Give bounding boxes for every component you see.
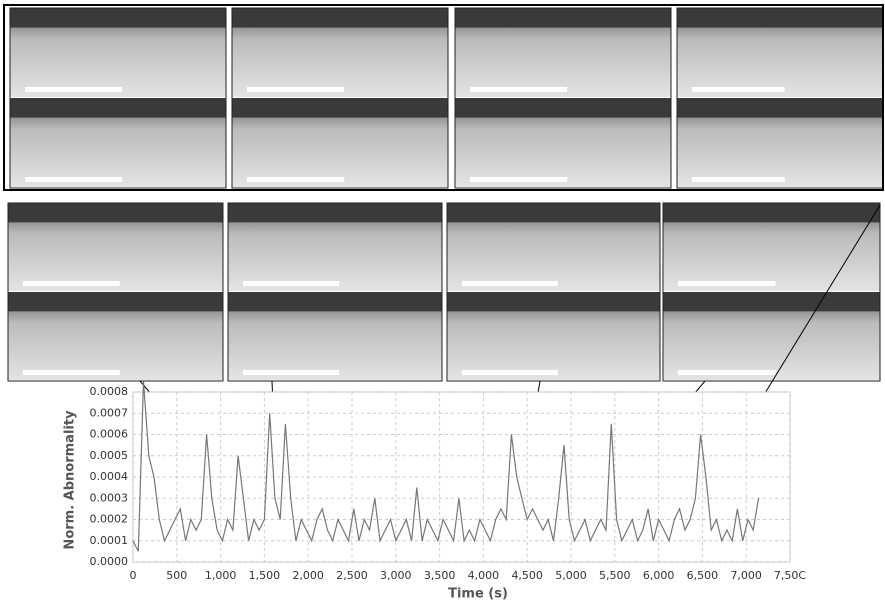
camera-wall [677,8,883,28]
y-tick-label: 0.0004 [90,470,129,483]
y-tick-label: 0.0006 [90,428,129,441]
camera-wall [455,8,671,28]
camera-bar [247,177,344,182]
camera-wall [10,8,226,28]
camera-wall [10,98,226,118]
camera-wall [228,203,442,222]
x-tick-label: 3,500 [424,569,456,582]
x-tick-label: 1,500 [249,569,281,582]
x-tick-label: 6,500 [687,569,719,582]
y-tick-label: 0.0007 [90,406,129,419]
x-axis-label: Time (s) [448,587,508,602]
x-tick-label: 500 [166,569,187,582]
x-tick-label: 5,000 [555,569,587,582]
camera-bar [692,87,785,92]
camera-wall [663,292,880,311]
camera-bar [470,87,567,92]
x-tick-label: 6,000 [643,569,675,582]
y-tick-label: 0.0003 [90,491,129,504]
x-tick-label: 5,500 [599,569,631,582]
x-tick-label: 4,000 [468,569,500,582]
video-frames [8,8,883,381]
camera-bar [247,87,344,92]
camera-bar [678,281,776,286]
y-tick-label: 0.0002 [90,513,129,526]
camera-bar [462,370,558,375]
camera-bar [23,281,120,286]
x-tick-label: 0 [130,569,137,582]
camera-wall [447,203,660,222]
x-tick-label: 3,000 [380,569,412,582]
camera-bar [678,370,776,375]
camera-wall [663,203,880,222]
camera-wall [232,8,448,28]
y-tick-label: 0.0001 [90,534,129,547]
camera-wall [447,292,660,311]
camera-wall [8,203,223,222]
x-tick-label: 7,50C [774,569,806,582]
x-tick-label: 4,500 [511,569,543,582]
camera-bar [243,281,339,286]
y-tick-label: 0.0000 [90,555,129,568]
camera-bar [23,370,120,375]
camera-bar [470,177,567,182]
x-tick-label: 2,000 [292,569,324,582]
camera-wall [677,98,883,118]
figure: a) b) c) d) e) Time (s) Norm. Abnormalit… [0,0,885,605]
camera-bar [25,87,122,92]
x-tick-label: 1,000 [205,569,237,582]
y-tick-label: 0.0005 [90,449,129,462]
camera-bar [25,177,122,182]
camera-wall [228,292,442,311]
camera-bar [692,177,785,182]
x-tick-label: 7,000 [730,569,762,582]
x-tick-label: 2,500 [336,569,368,582]
camera-bar [462,281,558,286]
camera-wall [455,98,671,118]
camera-wall [8,292,223,311]
y-axis-label: Norm. Abnormality [63,410,78,550]
camera-bar [243,370,339,375]
y-tick-label: 0.0008 [90,385,129,398]
camera-wall [232,98,448,118]
